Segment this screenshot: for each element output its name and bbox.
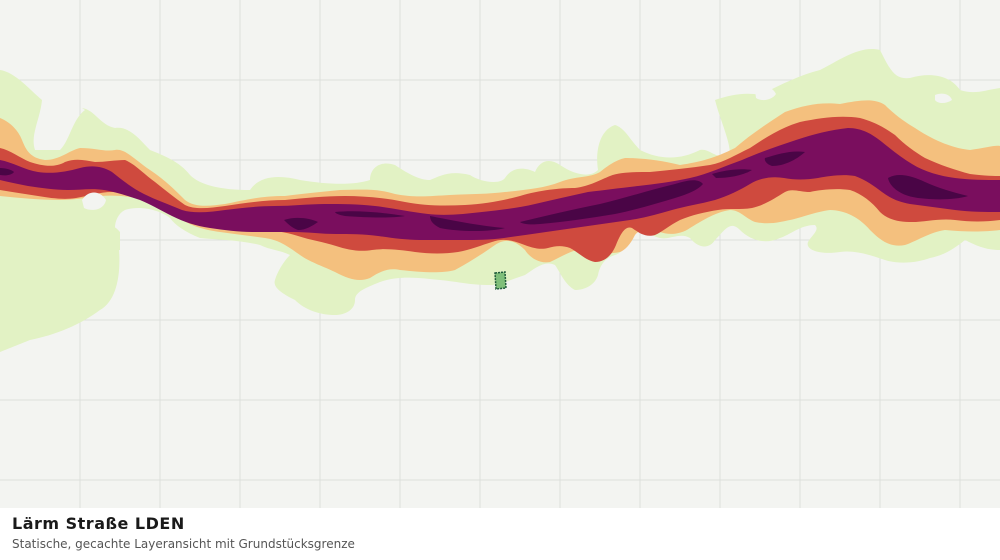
layer-title: Lärm Straße LDEN — [12, 514, 185, 533]
noise-band-purple — [0, 128, 1000, 240]
noise-band-gaps — [82, 86, 952, 210]
layer-subtitle: Statische, gecachte Layeransicht mit Gru… — [12, 537, 355, 551]
noise-band-orange — [0, 100, 1000, 281]
parcel-boundary[interactable] — [494, 271, 507, 290]
noise-map[interactable] — [0, 0, 1000, 508]
noise-band-dark-purple — [0, 151, 968, 231]
layer-caption: Lärm Straße LDEN Statische, gecachte Lay… — [0, 508, 1000, 560]
